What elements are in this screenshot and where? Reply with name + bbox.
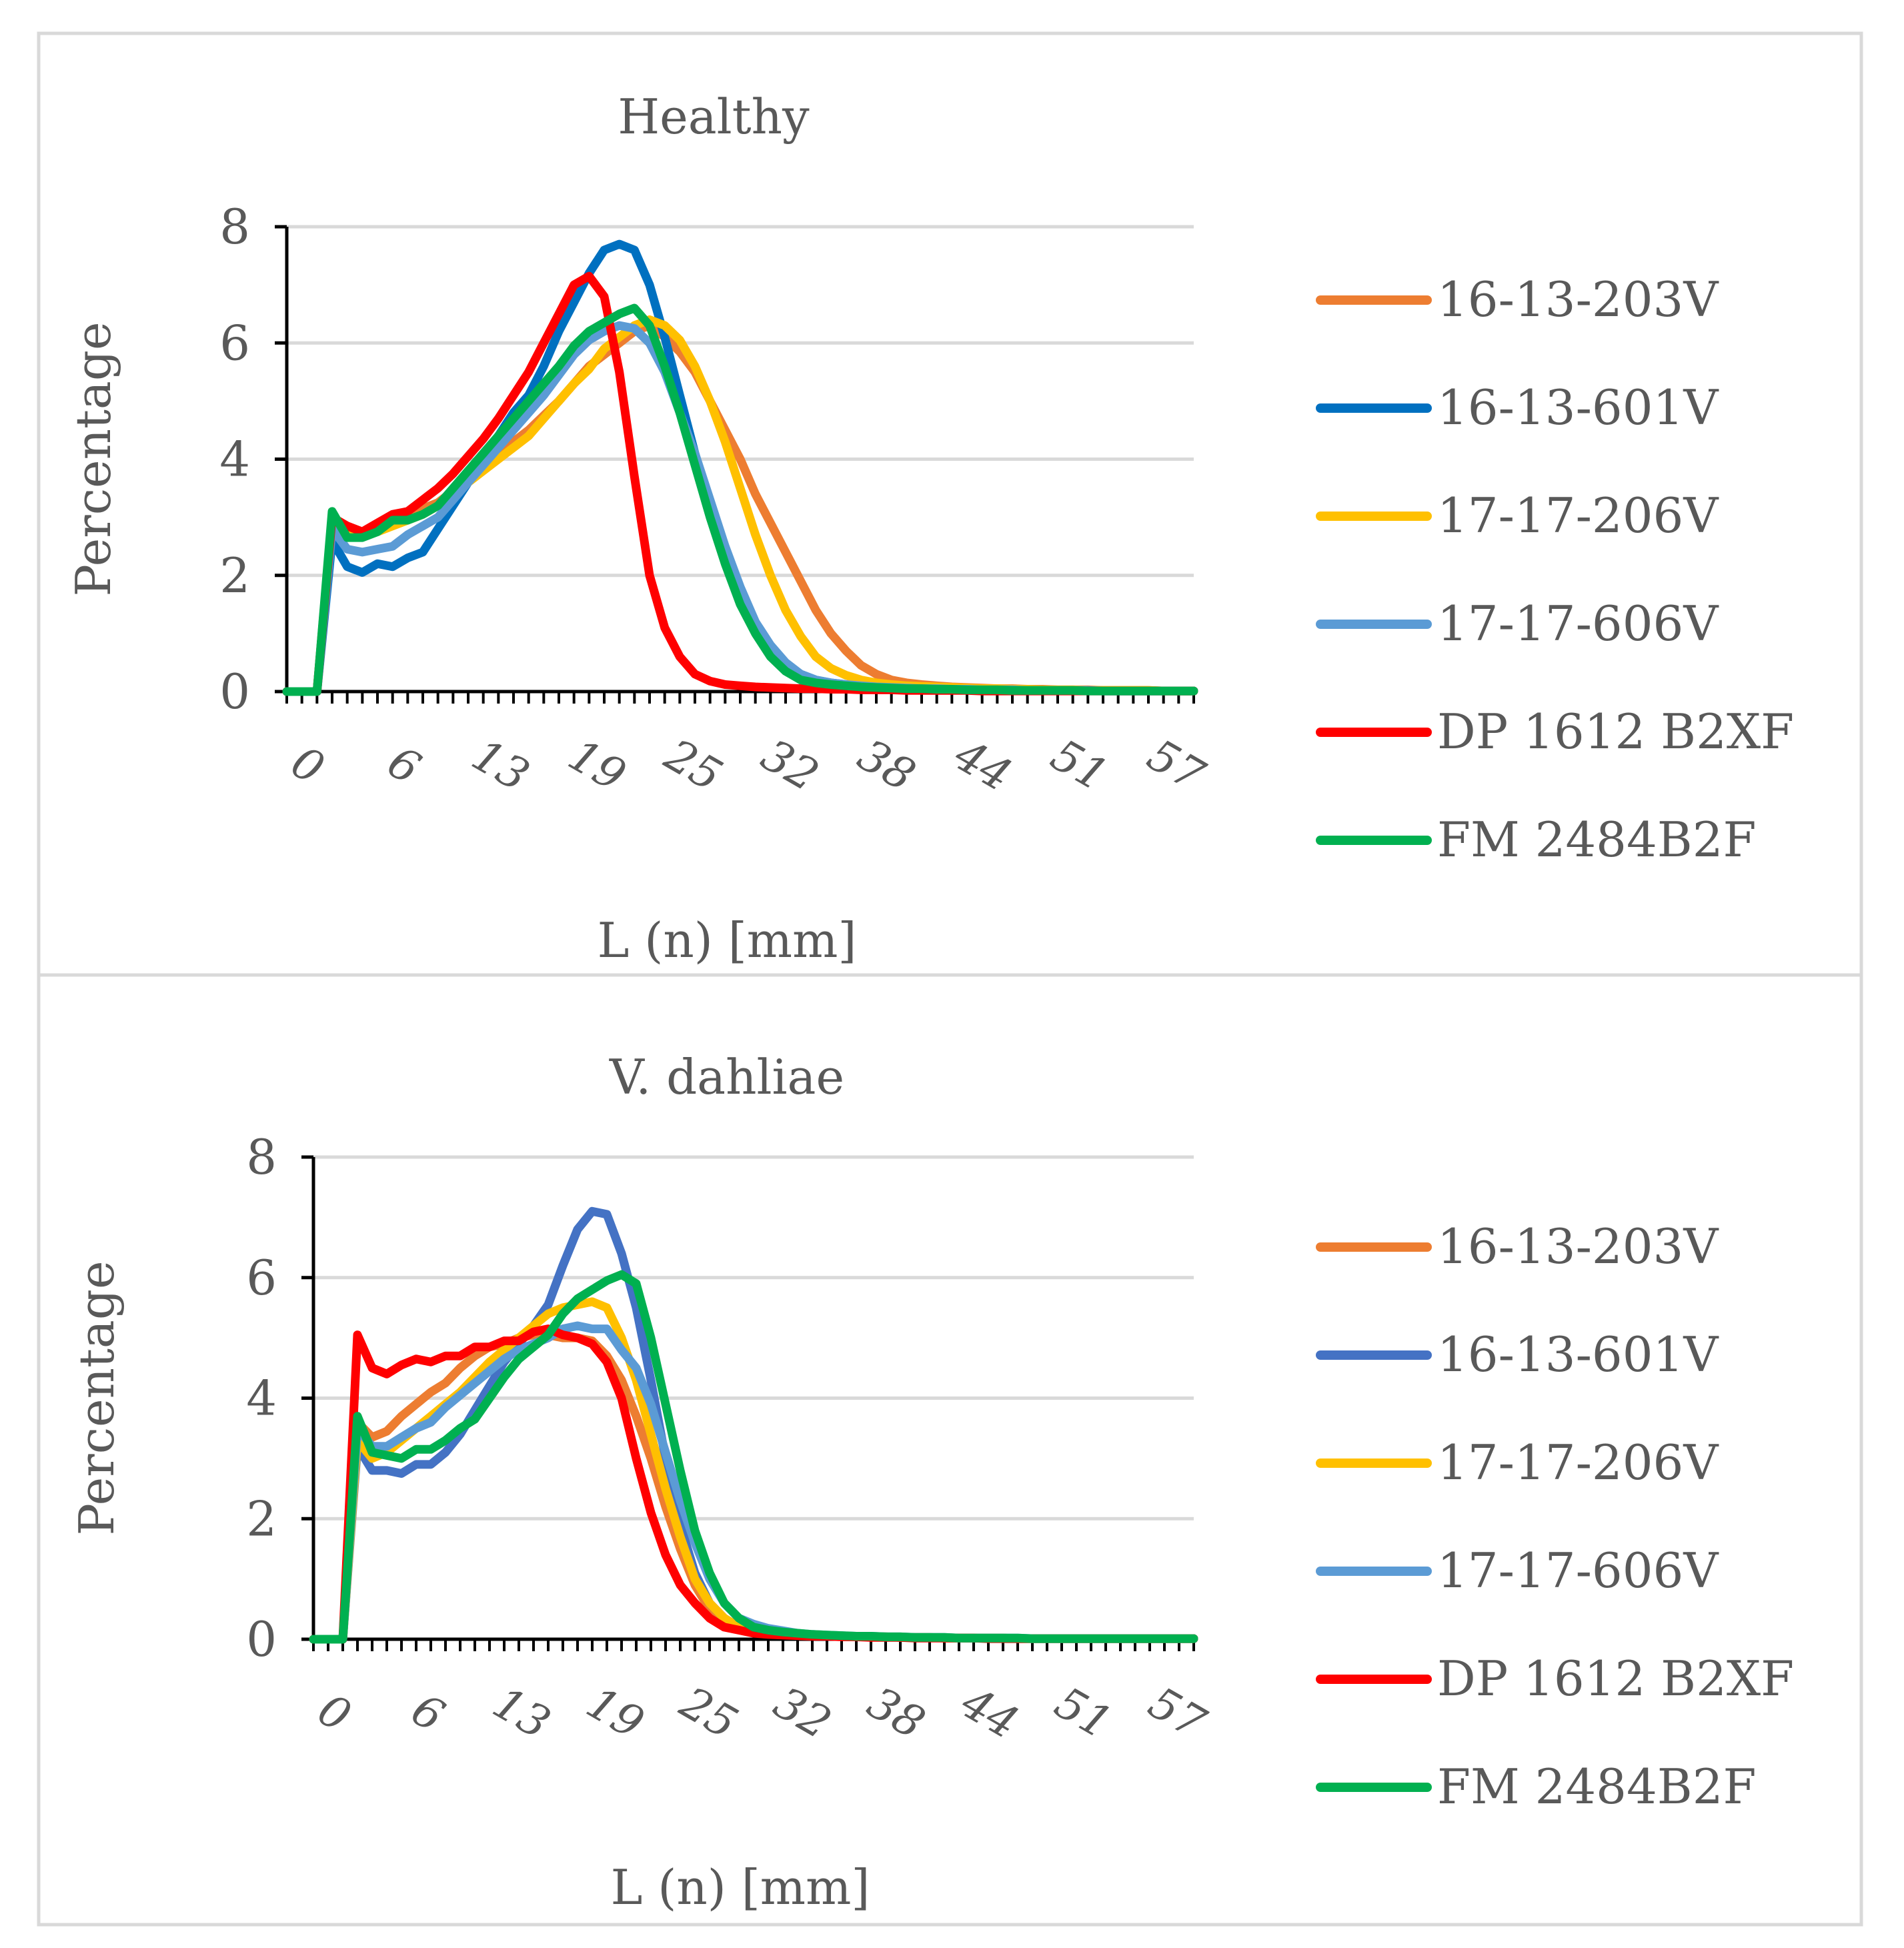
legend-label: 16-13-601V [1437,379,1719,435]
y-tick-label: 0 [246,1611,277,1667]
legend-label: DP 1612 B2XF [1437,704,1794,760]
series-line-6 [309,1270,1198,1644]
legend-label: 16-13-203V [1437,271,1719,327]
legend-label: 16-13-203V [1437,1218,1719,1274]
legend-label: 17-17-206V [1437,1434,1719,1491]
y-tick-label: 6 [219,315,250,371]
legend-label: 17-17-606V [1437,596,1719,652]
y-tick-label: 4 [246,1370,277,1426]
legend-label: FM 2484B2F [1437,812,1756,868]
y-tick-label: 8 [219,199,250,255]
chart-title: Healthy [618,89,810,145]
y-tick-label: 8 [246,1129,277,1185]
x-axis-title: L (n) [mm] [598,912,857,968]
y-tick-label: 2 [246,1491,277,1547]
legend-label: FM 2484B2F [1437,1759,1756,1815]
y-axis-title: Percentage [69,1260,125,1535]
y-tick-label: 4 [219,431,250,488]
legend-label: 17-17-206V [1437,488,1719,544]
legend-label: 17-17-606V [1437,1543,1719,1599]
chart-frame-vdahliae [37,973,1863,1927]
chart-title: V. dahliae [609,1049,844,1105]
y-axis-title: Percentage [65,321,121,596]
legend-label: DP 1612 B2XF [1437,1651,1794,1707]
legend-label: 16-13-601V [1437,1326,1719,1382]
series-line-6 [282,303,1198,696]
y-tick-label: 0 [219,664,250,720]
y-tick-label: 6 [246,1250,277,1306]
x-axis-title: L (n) [mm] [611,1859,870,1915]
y-tick-label: 2 [219,548,250,604]
